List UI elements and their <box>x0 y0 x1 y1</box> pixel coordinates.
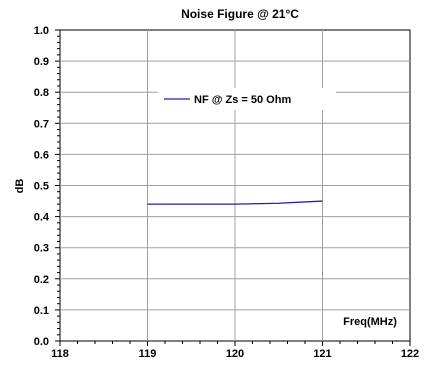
chart-title: Noise Figure @ 21°C <box>181 7 299 21</box>
y-tick-label-0.4: 0.4 <box>34 212 50 224</box>
y-tick-label-0.9: 0.9 <box>34 56 49 68</box>
x-axis-title: Freq(MHz) <box>343 316 397 328</box>
y-tick-label-0.3: 0.3 <box>34 243 49 255</box>
x-tick-label-122: 122 <box>401 348 419 360</box>
y-tick-label-0.5: 0.5 <box>34 181 49 193</box>
y-tick-label-0.6: 0.6 <box>34 149 49 161</box>
y-axis-ticks <box>55 29 60 342</box>
x-tick-labels: 118 119 120 121 122 <box>51 348 419 360</box>
y-tick-label-0.0: 0.0 <box>34 336 49 348</box>
x-tick-label-118: 118 <box>51 348 69 360</box>
y-tick-label-0.7: 0.7 <box>34 118 49 130</box>
x-axis-ticks <box>59 341 411 346</box>
legend: NF @ Zs = 50 Ohm <box>158 88 336 110</box>
y-tick-label-0.8: 0.8 <box>34 87 49 99</box>
x-tick-label-120: 120 <box>226 348 244 360</box>
y-tick-label-1.0: 1.0 <box>34 25 49 37</box>
y-tick-label-0.1: 0.1 <box>34 305 49 317</box>
legend-label-nf-50-ohm: NF @ Zs = 50 Ohm <box>194 94 291 106</box>
legend-box <box>158 88 336 110</box>
x-tick-label-119: 119 <box>139 348 157 360</box>
y-tick-labels: 0.0 0.1 0.2 0.3 0.4 0.5 0.6 0.7 0.8 0.9 1.0 <box>34 25 50 348</box>
y-tick-label-0.2: 0.2 <box>34 274 49 286</box>
horizontal-gridlines <box>60 60 410 311</box>
y-axis-title: dB <box>14 179 26 194</box>
x-axis-title-box <box>332 312 409 330</box>
series-layer <box>147 200 323 205</box>
series-line-0 <box>147 200 323 205</box>
x-tick-label-121: 121 <box>313 348 331 360</box>
